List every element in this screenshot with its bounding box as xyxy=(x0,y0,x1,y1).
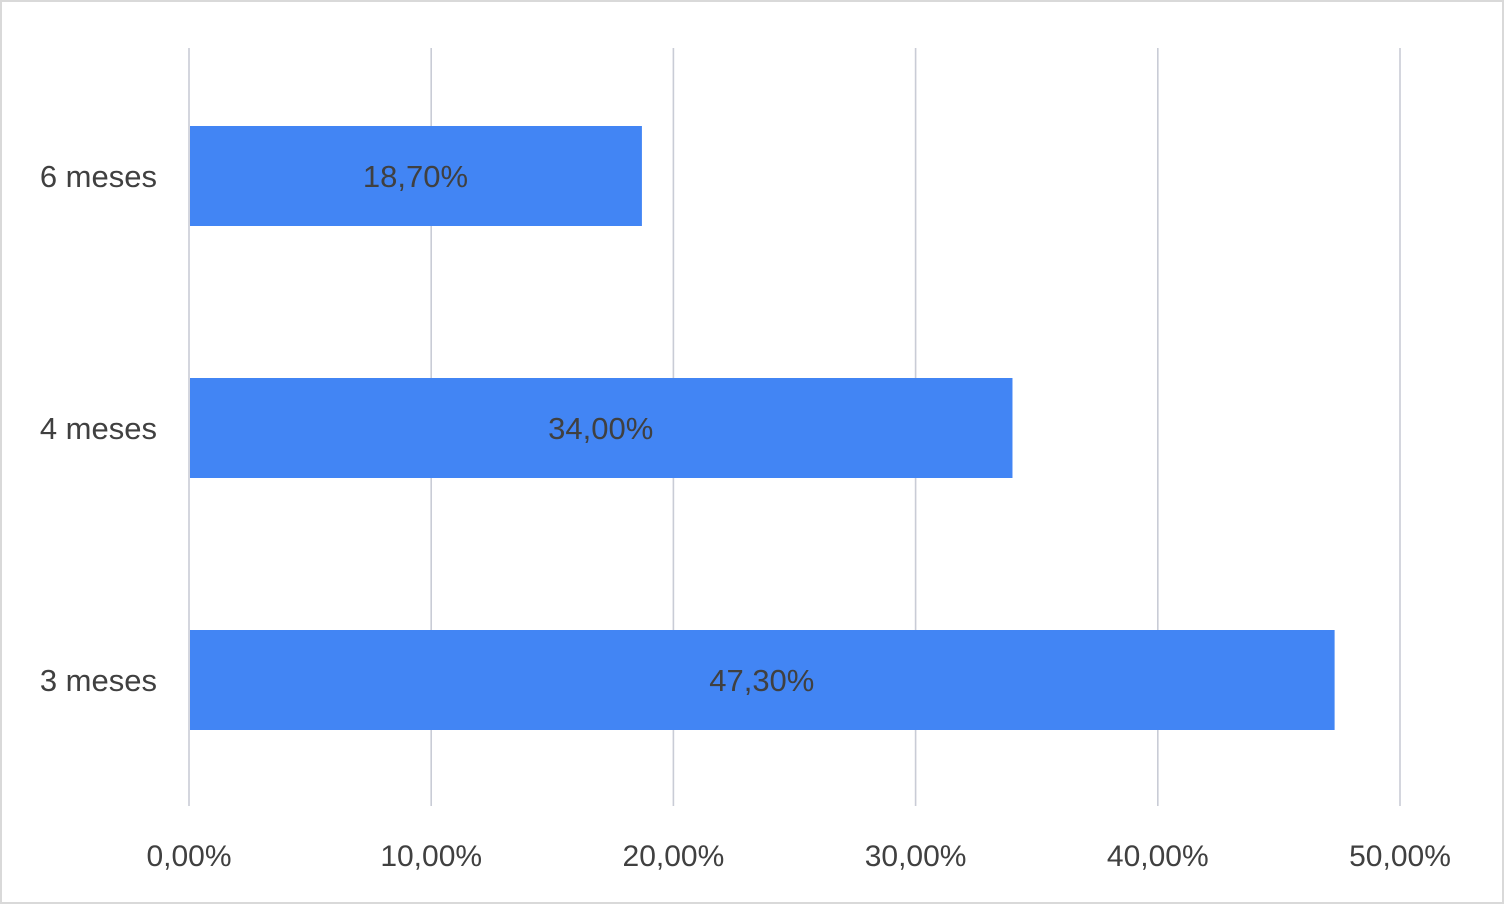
bar xyxy=(190,126,642,226)
bar xyxy=(190,378,1013,478)
category-label: 6 meses xyxy=(40,159,157,194)
x-tick-labels: 0,00% 10,00% 20,00% 30,00% 40,00% 50,00% xyxy=(146,840,1450,873)
data-labels: 18,70% 34,00% 47,30% xyxy=(363,159,814,698)
x-tick-label: 10,00% xyxy=(380,840,482,873)
bars xyxy=(190,126,1335,730)
bar-data-label: 47,30% xyxy=(709,663,814,698)
bar-data-label: 18,70% xyxy=(363,159,468,194)
x-tick-label: 30,00% xyxy=(865,840,967,873)
bar xyxy=(190,630,1335,730)
bar-data-label: 34,00% xyxy=(548,411,653,446)
category-labels: 6 meses 4 meses 3 meses xyxy=(40,159,157,698)
category-label: 3 meses xyxy=(40,663,157,698)
x-tick-label: 20,00% xyxy=(623,840,725,873)
x-tick-label: 0,00% xyxy=(146,840,231,873)
category-label: 4 meses xyxy=(40,411,157,446)
x-tick-label: 40,00% xyxy=(1107,840,1209,873)
x-tick-label: 50,00% xyxy=(1349,840,1451,873)
